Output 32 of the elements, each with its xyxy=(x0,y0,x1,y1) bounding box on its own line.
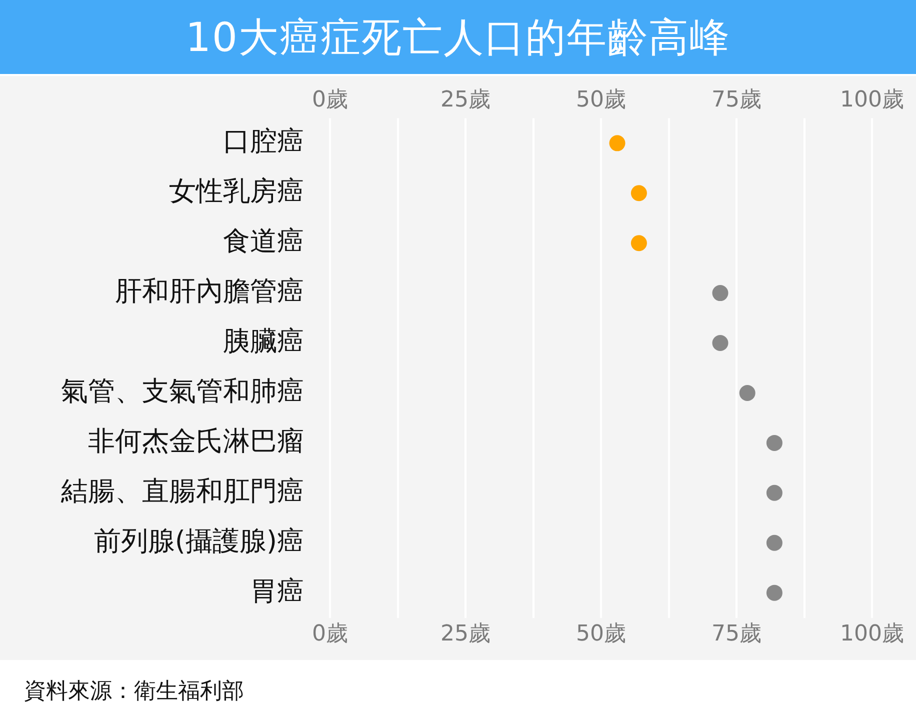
y-tick-label: 女性乳房癌 xyxy=(169,176,304,208)
x2-tick-label: 100歲 xyxy=(840,622,904,647)
point xyxy=(630,235,647,252)
point xyxy=(766,434,782,451)
y-tick-label: 前列腺(攝護腺)癌 xyxy=(94,526,304,557)
point xyxy=(739,384,756,401)
x2-tick-label: 75歲 xyxy=(712,622,762,647)
x-tick-label: 50歲 xyxy=(576,88,626,113)
chart-title: 10大癌症死亡人口的年齡高峰 xyxy=(186,14,730,62)
point xyxy=(609,135,626,152)
x-tick-label: 75歲 xyxy=(712,88,762,113)
y-tick-label: 結腸、直腸和肛門癌 xyxy=(60,476,304,507)
x-tick-label: 25歲 xyxy=(440,88,490,113)
x2-tick-label: 0歲 xyxy=(312,622,348,647)
y-tick-label: 胃癌 xyxy=(250,576,304,607)
x-tick-label: 0歲 xyxy=(312,88,348,113)
point xyxy=(766,534,782,551)
point xyxy=(766,584,782,601)
source-note: 資料來源：衛生福利部 xyxy=(24,678,244,706)
y-tick-label: 胰臟癌 xyxy=(223,326,304,358)
point xyxy=(630,185,647,202)
y-tick-label: 口腔癌 xyxy=(223,126,304,158)
y-tick-label: 氣管、支氣管和肺癌 xyxy=(61,376,304,407)
y-tick-label: 非何杰金氏淋巴瘤 xyxy=(88,426,304,457)
x-tick-label: 100歲 xyxy=(840,88,904,113)
point xyxy=(766,484,782,501)
x2-tick-label: 50歲 xyxy=(576,622,626,647)
y-tick-label: 肝和肝內膽管癌 xyxy=(115,276,304,308)
y-tick-label: 食道癌 xyxy=(223,226,304,258)
point xyxy=(712,335,728,352)
point xyxy=(712,285,728,302)
x2-tick-label: 25歲 xyxy=(440,622,490,647)
